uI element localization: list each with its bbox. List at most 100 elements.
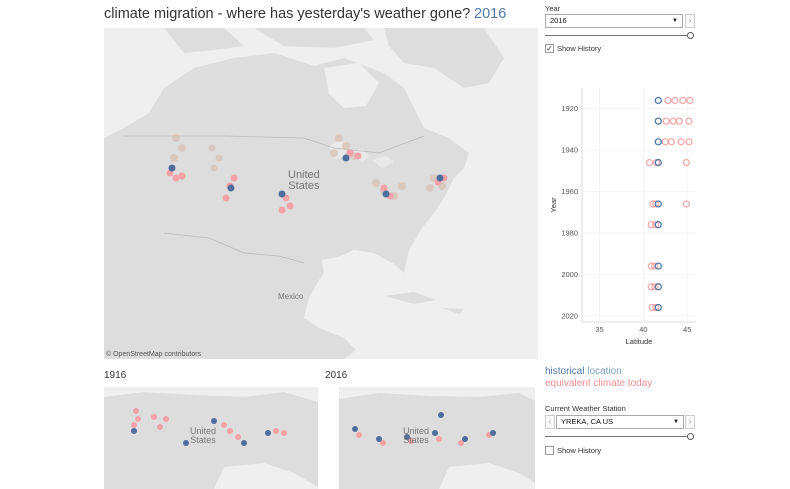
chart-y-ticks: 1920 1940 1960 1980 2000 2020 xyxy=(561,104,578,320)
year-slider-handle[interactable] xyxy=(687,32,694,39)
today-point xyxy=(685,117,693,125)
show-history-checkbox-top[interactable]: ✓ xyxy=(545,44,554,53)
small-map-2016-gulf xyxy=(439,463,535,489)
show-history-checkbox-bottom[interactable] xyxy=(545,446,554,455)
station-select[interactable]: YREKA, CA US ▼ xyxy=(556,415,684,429)
chart-x-axis-label: Latitude xyxy=(626,337,653,346)
small-map-2016-today-dots xyxy=(356,432,492,446)
station-slider-track[interactable] xyxy=(545,436,689,437)
main-map-canvas xyxy=(104,28,504,359)
small-map-1916[interactable]: United States xyxy=(104,387,318,489)
chart-x-tick-label: 40 xyxy=(639,325,647,334)
small-map-2016[interactable]: United States xyxy=(339,387,535,489)
today-point xyxy=(647,262,655,270)
today-point xyxy=(652,200,660,208)
small-map-1916-historical-dots xyxy=(131,418,271,446)
historical-point xyxy=(654,158,662,167)
today-point xyxy=(651,283,659,291)
today-point xyxy=(649,200,657,208)
today-point xyxy=(677,138,685,146)
today-point xyxy=(662,117,670,125)
legend-historical-word: historical xyxy=(545,366,585,377)
historical-point xyxy=(654,138,662,146)
today-point xyxy=(652,221,660,229)
today-point xyxy=(664,96,672,105)
chart-gridlines xyxy=(581,88,696,323)
us-country-label: United States xyxy=(288,169,320,192)
year-select-value: 2016 xyxy=(550,16,567,25)
today-point xyxy=(682,158,691,167)
small-map-1916-gulf xyxy=(214,463,318,489)
small-map-title-2016: 2016 xyxy=(325,370,348,381)
main-map[interactable]: United States Mexico © OpenStreetMap con… xyxy=(104,28,538,359)
chart-y-tick-label: 1920 xyxy=(561,104,578,113)
small-map-2016-canvas xyxy=(339,393,535,489)
year-label: Year xyxy=(545,4,561,13)
legend-historical: historical location xyxy=(545,366,622,377)
gulf-of-mexico xyxy=(322,254,389,303)
small-map-2016-country-label: United States xyxy=(403,426,430,445)
station-slider-handle[interactable] xyxy=(687,433,694,440)
year-next-button[interactable]: › xyxy=(685,14,695,28)
today-point xyxy=(686,96,694,105)
chart-x-tick-label: 35 xyxy=(595,325,603,334)
chart-y-tick-label: 2020 xyxy=(561,311,578,320)
chart-points xyxy=(645,96,694,312)
today-point xyxy=(667,138,676,146)
historical-dots xyxy=(168,154,444,198)
chart-x-ticks: 35 40 45 xyxy=(595,325,691,334)
page-title: climate migration - where has yesterday'… xyxy=(104,6,471,22)
small-map-title-1916: 1916 xyxy=(104,370,127,381)
historical-point xyxy=(654,262,662,270)
caribbean-islands xyxy=(384,292,464,314)
small-map-1916-today-dots xyxy=(131,408,287,440)
latitude-year-chart: 1920 1940 1960 1980 2000 2020 35 40 45 Latitude… xyxy=(549,88,696,346)
chart-y-tick-label: 2000 xyxy=(561,270,578,279)
station-prev-button[interactable]: ‹ xyxy=(545,415,555,429)
chart-x-tick-label: 45 xyxy=(683,325,691,334)
chart-y-axis-label: Year xyxy=(549,197,558,213)
small-map-1916-canvas xyxy=(104,392,318,489)
today-point xyxy=(645,158,654,167)
legend-location-word: location xyxy=(584,366,622,377)
today-dots xyxy=(166,149,448,214)
mexico-label: Mexico xyxy=(278,292,304,301)
today-point xyxy=(647,221,655,229)
today-point xyxy=(661,138,669,146)
historical-point xyxy=(654,200,662,208)
hudson-bay xyxy=(324,63,379,108)
us-mexico-border xyxy=(163,232,305,264)
historical-point xyxy=(654,221,662,229)
canada-north xyxy=(164,28,504,88)
year-slider-track[interactable] xyxy=(545,35,689,36)
title-year: 2016 xyxy=(474,6,507,22)
station-select-value: YREKA, CA US xyxy=(561,417,614,426)
station-label: Current Weather Station xyxy=(545,404,626,413)
legend-today: equivalent climate today xyxy=(545,378,653,389)
show-history-label-bottom: Show History xyxy=(557,446,602,455)
today-point xyxy=(669,117,677,125)
today-point xyxy=(651,262,659,270)
chevron-down-icon: ▼ xyxy=(672,18,678,24)
small-map-2016-historical-dots xyxy=(352,412,496,442)
show-history-label-top: Show History xyxy=(557,44,602,53)
us-canada-border xyxy=(124,135,425,154)
today-point xyxy=(682,200,691,208)
chart-y-tick-label: 1960 xyxy=(561,187,578,196)
year-select[interactable]: 2016 ▼ xyxy=(545,14,683,28)
historical-point xyxy=(654,303,662,312)
today-point xyxy=(679,96,687,105)
chart-y-tick-label: 1940 xyxy=(561,146,578,155)
today-point xyxy=(671,96,679,105)
today-point xyxy=(675,117,683,125)
chevron-down-icon: ▼ xyxy=(673,419,679,425)
historical-point xyxy=(654,283,662,291)
map-attribution[interactable]: © OpenStreetMap contributors xyxy=(106,351,202,358)
chart-y-tick-label: 1980 xyxy=(561,228,578,237)
small-map-1916-country-label: United States xyxy=(190,426,217,445)
station-next-button[interactable]: › xyxy=(685,415,695,429)
today-point xyxy=(647,283,655,291)
historical-point xyxy=(654,117,662,125)
today-point xyxy=(685,138,693,146)
today-point xyxy=(652,303,660,312)
